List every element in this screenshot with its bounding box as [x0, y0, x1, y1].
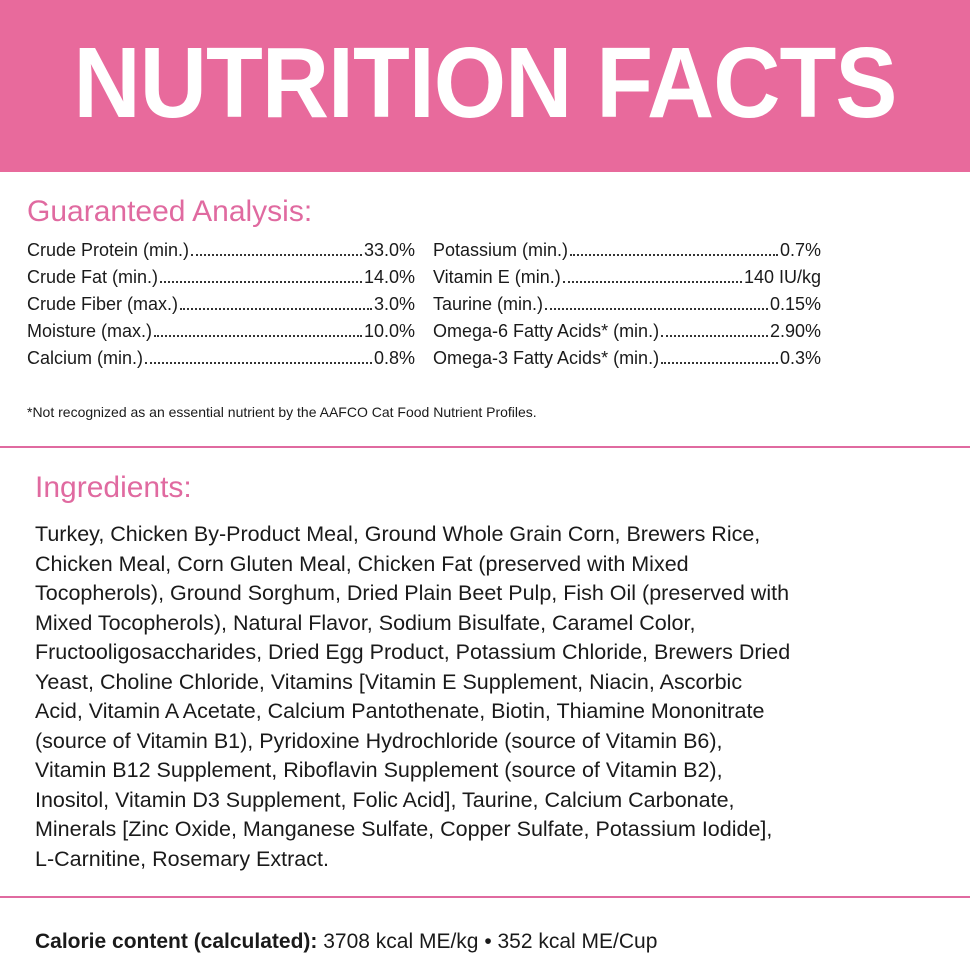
- nutrient-value: 140 IU/kg: [743, 267, 821, 287]
- ingredient-line: Inositol, Vitamin D3 Supplement, Folic A…: [35, 787, 735, 812]
- header-band: [0, 0, 970, 172]
- calorie-line: Calorie content (calculated): 3708 kcal …: [35, 930, 657, 954]
- nutrient-value: 0.15%: [769, 294, 821, 314]
- leader: [145, 362, 372, 364]
- divider: [0, 446, 970, 448]
- leader: [661, 335, 768, 337]
- ingredient-line: Fructooligosaccharides, Dried Egg Produc…: [35, 640, 791, 664]
- analysis-row: Crude Protein (min.) 33.0%: [27, 240, 415, 267]
- analysis-row: Calcium (min.) 0.8%: [27, 348, 415, 375]
- calorie-label: Calorie content (calculated):: [35, 930, 318, 953]
- ingredient-line: Acid, Vitamin A Acetate, Calcium Pantoth…: [35, 699, 765, 723]
- leader: [191, 254, 362, 256]
- ingredient-line: L-Carnitine, Rosemary Extract.: [35, 846, 329, 871]
- leader: [570, 254, 778, 256]
- analysis-row: Moisture (max.) 10.0%: [27, 321, 415, 348]
- nutrient-label: Potassium (min.): [433, 240, 569, 260]
- nutrient-label: Omega-3 Fatty Acids* (min.): [433, 348, 660, 368]
- analysis-row: Crude Fat (min.) 14.0%: [27, 267, 415, 294]
- analysis-row: Omega-6 Fatty Acids* (min.) 2.90%: [433, 321, 821, 348]
- ingredient-line: Minerals [Zinc Oxide, Manganese Sulfate,…: [35, 817, 773, 841]
- section-title: Ingredients:: [35, 471, 192, 504]
- analysis-row: Potassium (min.) 0.7%: [433, 240, 821, 267]
- leader: [154, 335, 362, 337]
- nutrient-label: Taurine (min.): [433, 294, 544, 314]
- calorie-value: 3708 kcal ME/kg • 352 kcal ME/Cup: [323, 930, 658, 953]
- nutrient-label: Calcium (min.): [27, 348, 144, 368]
- nutrient-label: Crude Protein (min.): [27, 240, 190, 260]
- leader: [160, 281, 362, 283]
- leader: [562, 281, 742, 283]
- analysis-row: Crude Fiber (max.) 3.0%: [27, 294, 415, 321]
- analysis-row: Vitamin E (min.) 140 IU/kg: [433, 267, 821, 294]
- nutrient-label: Crude Fat (min.): [27, 267, 159, 287]
- ingredient-line: Turkey, Chicken By-Product Meal, Ground …: [35, 522, 761, 546]
- nutrient-value: 10.0%: [363, 321, 415, 341]
- divider: [0, 896, 970, 898]
- analysis-column: Crude Protein (min.) 33.0% Crude Fat (min.…: [27, 240, 415, 375]
- section-title: Guaranteed Analysis:: [27, 195, 313, 228]
- nutrient-value: 0.3%: [779, 348, 821, 368]
- ingredient-line: Tocopherols), Ground Sorghum, Dried Plai…: [35, 581, 790, 605]
- leader: [545, 308, 768, 310]
- nutrient-label: Vitamin E (min.): [433, 267, 561, 287]
- nutrient-label: Moisture (max.): [27, 321, 153, 341]
- nutrient-value: 33.0%: [363, 240, 415, 260]
- nutrient-value: 0.8%: [373, 348, 415, 368]
- nutrient-label: Omega-6 Fatty Acids* (min.): [433, 321, 660, 341]
- leader: [661, 362, 778, 364]
- nutrient-value: 2.90%: [769, 321, 821, 341]
- analysis-column: Potassium (min.) 0.7% Vitamin E (min.) 140 …: [433, 240, 821, 375]
- nutrient-value: 14.0%: [363, 267, 415, 287]
- nutrient-label: Crude Fiber (max.): [27, 294, 179, 314]
- ingredients-text: Turkey, Chicken By-Product Meal, Ground …: [35, 520, 790, 874]
- ingredient-line: (source of Vitamin B1), Pyridoxine Hydro…: [35, 728, 723, 753]
- ingredient-line: Chicken Meal, Corn Gluten Meal, Chicken …: [35, 551, 689, 576]
- ingredient-line: Yeast, Choline Chloride, Vitamins [Vitam…: [35, 669, 743, 694]
- leader: [180, 308, 372, 310]
- nutrient-value: 3.0%: [373, 294, 415, 314]
- analysis-row: Omega-3 Fatty Acids* (min.) 0.3%: [433, 348, 821, 375]
- analysis-row: Taurine (min.) 0.15%: [433, 294, 821, 321]
- nutrient-value: 0.7%: [779, 240, 821, 260]
- footnote: *Not recognized as an essential nutrient…: [27, 404, 537, 420]
- ingredient-line: Vitamin B12 Supplement, Riboflavin Suppl…: [35, 758, 723, 782]
- title: NUTRITION FACTS: [73, 27, 897, 139]
- ingredient-line: Mixed Tocopherols), Natural Flavor, Sodi…: [35, 610, 696, 635]
